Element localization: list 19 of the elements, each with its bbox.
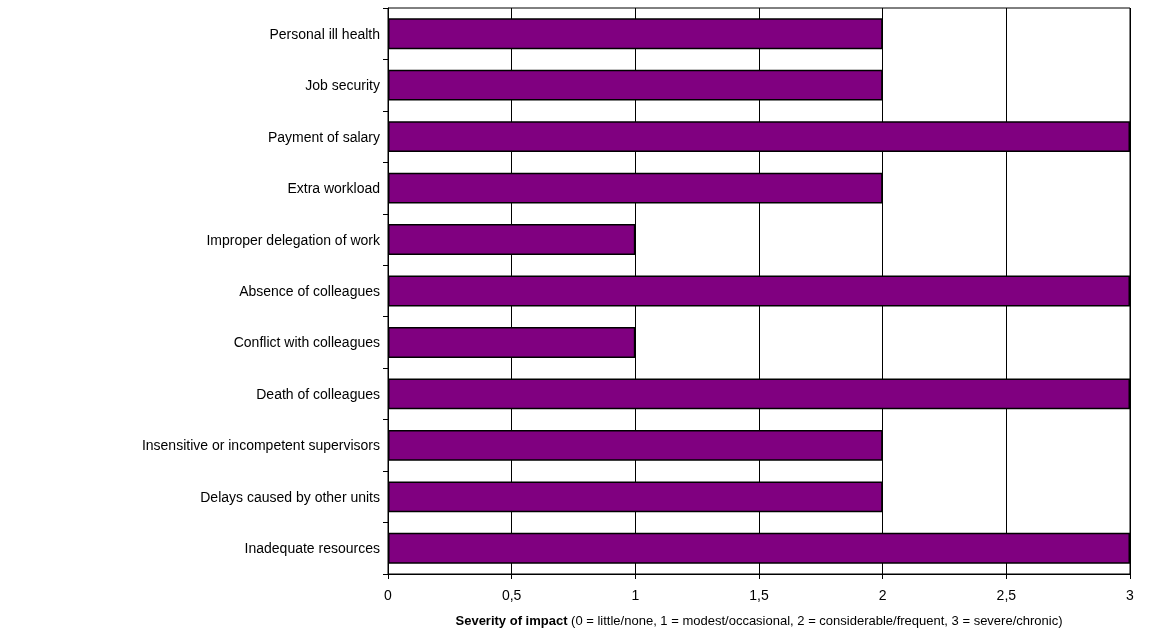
y-tick-label: Extra workload — [287, 180, 380, 197]
x-tick-label: 2,5 — [996, 587, 1017, 603]
y-tick-label: Payment of salary — [267, 128, 380, 145]
y-tick-label: Inadequate resources — [244, 540, 380, 557]
y-tick-label: Insensitive or incompetent supervisors — [141, 437, 380, 454]
x-tick-label: 1 — [631, 587, 640, 603]
y-tick-label: Death of colleagues — [256, 385, 380, 402]
x-tick-label: 2 — [878, 587, 887, 603]
x-tick-label: 0 — [384, 587, 393, 603]
x-tick-label: 1,5 — [749, 587, 769, 603]
y-tick-label: Delays caused by other units — [200, 488, 380, 505]
y-tick-label: Improper delegation of work — [206, 231, 381, 248]
y-tick-label: Absence of colleagues — [239, 283, 380, 299]
x-tick-label: 3 — [1126, 587, 1135, 603]
x-axis-title: Severity of impact (0 = little/none, 1 = modest/occasional, 2 = considerable/frequent, 3 = severe/chronic) — [455, 613, 1063, 628]
x-tick-label: 0,5 — [501, 587, 522, 603]
y-tick-label: Personal ill health — [269, 25, 380, 42]
y-tick-label: Conflict with colleagues — [233, 334, 380, 351]
y-tick-label: Job security — [305, 77, 380, 94]
